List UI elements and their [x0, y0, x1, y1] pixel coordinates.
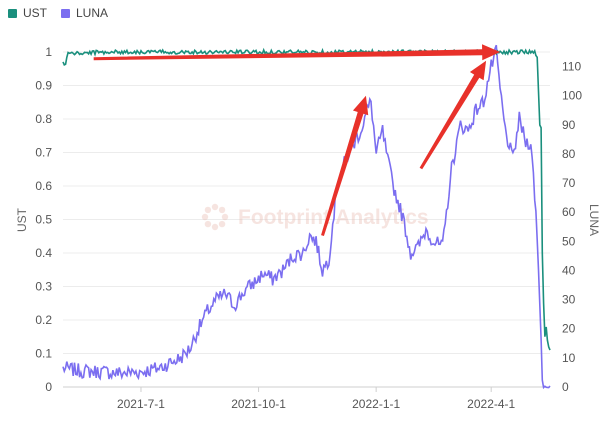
y-left-tick-label: 0.6 — [35, 179, 52, 193]
x-tick-label: 2021-7-1 — [117, 397, 165, 411]
annotation-arrow — [321, 95, 369, 236]
y-left-tick-label: 0.4 — [35, 246, 52, 260]
y-left-tick-label: 0.1 — [35, 347, 52, 361]
y-right-tick-label: 80 — [562, 147, 576, 161]
watermark-logo-dot — [218, 220, 226, 228]
y-left-tick-label: 0.7 — [35, 146, 52, 160]
y-right-tick-label: 90 — [562, 118, 576, 132]
y-right-tick-label: 20 — [562, 322, 576, 336]
y-right-tick-label: 40 — [562, 263, 576, 277]
y-left-tick-label: 0.5 — [35, 213, 52, 227]
y-right-tick-label: 100 — [562, 89, 582, 103]
x-tick-label: 2021-10-1 — [231, 397, 286, 411]
annotation-arrow-shape — [321, 95, 369, 236]
y-right-tick-label: 70 — [562, 176, 576, 190]
y-right-tick-label: 50 — [562, 234, 576, 248]
legend-label-ust: UST — [23, 6, 47, 20]
legend-swatch-ust — [8, 8, 17, 18]
watermark: Footprint Analytics — [201, 203, 429, 231]
legend-swatch-luna — [61, 8, 70, 18]
watermark-logo-dot — [204, 220, 212, 228]
watermark-logo-dot — [221, 213, 229, 221]
series-line-ust — [62, 47, 551, 351]
watermark-logo-dot — [218, 206, 226, 214]
x-tick-label: 2022-4-1 — [467, 397, 515, 411]
annotation-arrow-shape — [419, 60, 487, 170]
y-left-tick-label: 1 — [45, 45, 52, 59]
legend-item-luna[interactable]: LUNA — [61, 6, 108, 20]
x-tick-label: 2022-1-1 — [352, 397, 400, 411]
y-right-tick-label: 10 — [562, 351, 576, 365]
y-left-tick-label: 0.3 — [35, 280, 52, 294]
watermark-logo-dot — [211, 223, 219, 231]
annotation-arrow-shape — [93, 44, 501, 61]
watermark-logo-dot — [204, 206, 212, 214]
legend-label-luna: LUNA — [76, 6, 109, 20]
y-right-axis-title: LUNA — [587, 204, 601, 236]
y-left-tick-label: 0 — [45, 380, 52, 394]
y-left-tick-label: 0.8 — [35, 112, 52, 126]
chart-legend: UST LUNA — [8, 6, 108, 20]
y-right-tick-label: 30 — [562, 293, 576, 307]
y-right-tick-label: 110 — [562, 60, 581, 74]
y-right-tick-label: 0 — [562, 380, 569, 394]
watermark-logo-dot — [211, 203, 219, 211]
y-right-tick-label: 60 — [562, 205, 576, 219]
annotation-arrow — [419, 60, 487, 170]
y-left-tick-label: 0.2 — [35, 313, 52, 327]
legend-item-ust[interactable]: UST — [8, 6, 47, 20]
series-line-luna — [62, 44, 551, 390]
y-left-axis-title: UST — [15, 207, 29, 232]
y-left-tick-label: 0.9 — [35, 79, 52, 93]
watermark-logo-dot — [201, 213, 209, 221]
annotation-arrow — [93, 44, 501, 61]
